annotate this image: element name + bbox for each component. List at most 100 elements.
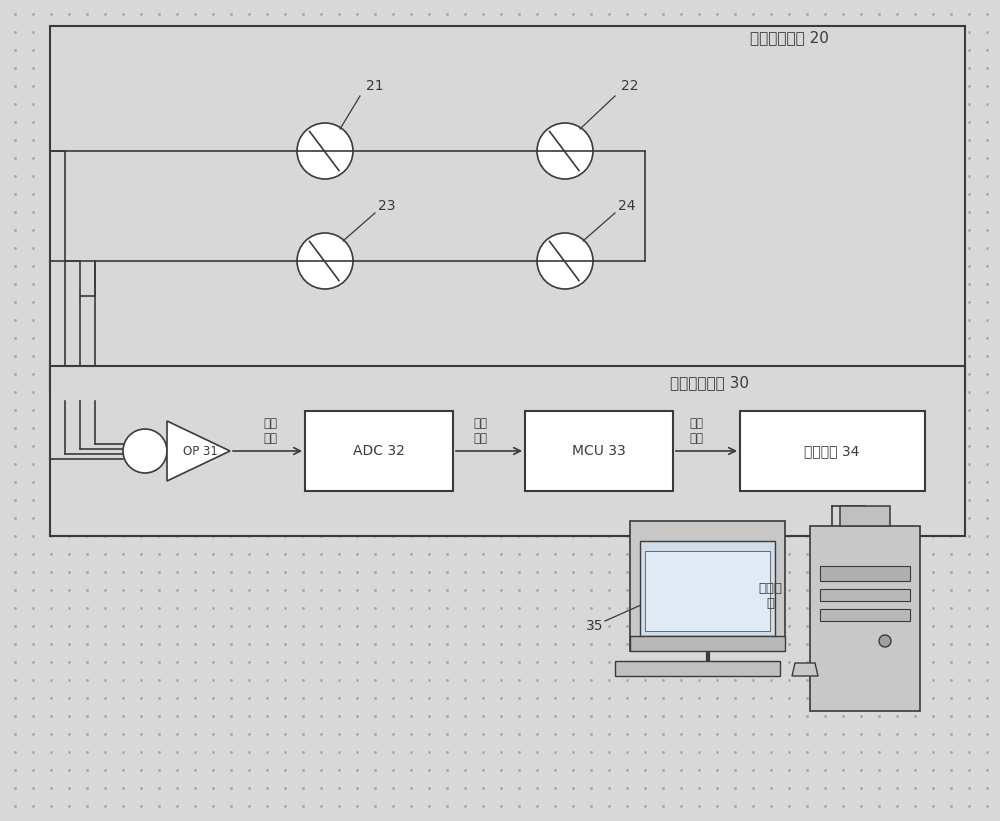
Point bbox=[529, 80, 545, 93]
Point bbox=[331, 169, 347, 182]
Point bbox=[493, 745, 509, 759]
Point bbox=[691, 727, 707, 741]
Point bbox=[673, 223, 689, 236]
Point bbox=[547, 62, 563, 75]
Point bbox=[583, 205, 599, 218]
Point bbox=[925, 566, 941, 579]
Point bbox=[763, 385, 779, 398]
Point bbox=[655, 566, 671, 579]
Point bbox=[97, 80, 113, 93]
Point bbox=[223, 637, 239, 650]
Point bbox=[7, 764, 23, 777]
Point bbox=[475, 205, 491, 218]
Point bbox=[403, 566, 419, 579]
Point bbox=[403, 151, 419, 164]
Point bbox=[511, 745, 527, 759]
Point bbox=[241, 691, 257, 704]
Point bbox=[583, 241, 599, 255]
Point bbox=[853, 800, 869, 813]
Point bbox=[79, 511, 95, 525]
Point bbox=[763, 62, 779, 75]
Point bbox=[889, 134, 905, 147]
Point bbox=[331, 403, 347, 416]
Point bbox=[601, 745, 617, 759]
Point bbox=[529, 800, 545, 813]
Point bbox=[277, 368, 293, 381]
Point bbox=[781, 475, 797, 488]
Point bbox=[61, 7, 77, 21]
Point bbox=[619, 98, 635, 111]
Point bbox=[889, 709, 905, 722]
Point bbox=[349, 727, 365, 741]
Point bbox=[763, 548, 779, 561]
Point bbox=[907, 151, 923, 164]
Point bbox=[925, 637, 941, 650]
Point bbox=[61, 241, 77, 255]
Point bbox=[439, 602, 455, 615]
Point bbox=[259, 637, 275, 650]
Point bbox=[493, 223, 509, 236]
Point bbox=[889, 80, 905, 93]
Point bbox=[529, 205, 545, 218]
Point bbox=[205, 187, 221, 200]
Point bbox=[709, 134, 725, 147]
Text: MCU 33: MCU 33 bbox=[572, 444, 626, 458]
Point bbox=[799, 493, 815, 507]
Point bbox=[853, 241, 869, 255]
Point bbox=[799, 385, 815, 398]
Point bbox=[349, 187, 365, 200]
Point bbox=[907, 62, 923, 75]
Point bbox=[565, 25, 581, 39]
Point bbox=[115, 584, 131, 597]
Point bbox=[367, 205, 383, 218]
Point bbox=[529, 332, 545, 345]
Point bbox=[43, 457, 59, 470]
Point bbox=[709, 187, 725, 200]
Point bbox=[601, 44, 617, 57]
Point bbox=[709, 457, 725, 470]
Point bbox=[97, 116, 113, 129]
Point bbox=[979, 619, 995, 632]
Point bbox=[259, 187, 275, 200]
Point bbox=[97, 782, 113, 795]
Point bbox=[133, 223, 149, 236]
Point bbox=[475, 584, 491, 597]
Point bbox=[853, 764, 869, 777]
Point bbox=[475, 187, 491, 200]
Point bbox=[223, 745, 239, 759]
Point bbox=[79, 80, 95, 93]
Point bbox=[97, 134, 113, 147]
Point bbox=[889, 421, 905, 434]
Point bbox=[763, 800, 779, 813]
Point bbox=[853, 277, 869, 291]
Point bbox=[493, 619, 509, 632]
Point bbox=[277, 493, 293, 507]
Point bbox=[421, 241, 437, 255]
Point bbox=[295, 223, 311, 236]
Point bbox=[367, 350, 383, 363]
Point bbox=[529, 25, 545, 39]
Point bbox=[385, 277, 401, 291]
Point bbox=[529, 764, 545, 777]
Point bbox=[781, 673, 797, 686]
Bar bbox=[525, 411, 673, 491]
Point bbox=[745, 745, 761, 759]
Point bbox=[529, 134, 545, 147]
Point bbox=[583, 655, 599, 668]
Point bbox=[43, 511, 59, 525]
Point bbox=[727, 44, 743, 57]
Point bbox=[223, 241, 239, 255]
Point bbox=[763, 709, 779, 722]
Point bbox=[331, 530, 347, 543]
Point bbox=[295, 332, 311, 345]
Point bbox=[421, 44, 437, 57]
Point bbox=[133, 205, 149, 218]
Point bbox=[727, 223, 743, 236]
Point bbox=[151, 457, 167, 470]
Point bbox=[511, 619, 527, 632]
Point bbox=[169, 151, 185, 164]
Point bbox=[133, 619, 149, 632]
Bar bbox=[820, 609, 910, 621]
Point bbox=[637, 134, 653, 147]
Point bbox=[385, 44, 401, 57]
